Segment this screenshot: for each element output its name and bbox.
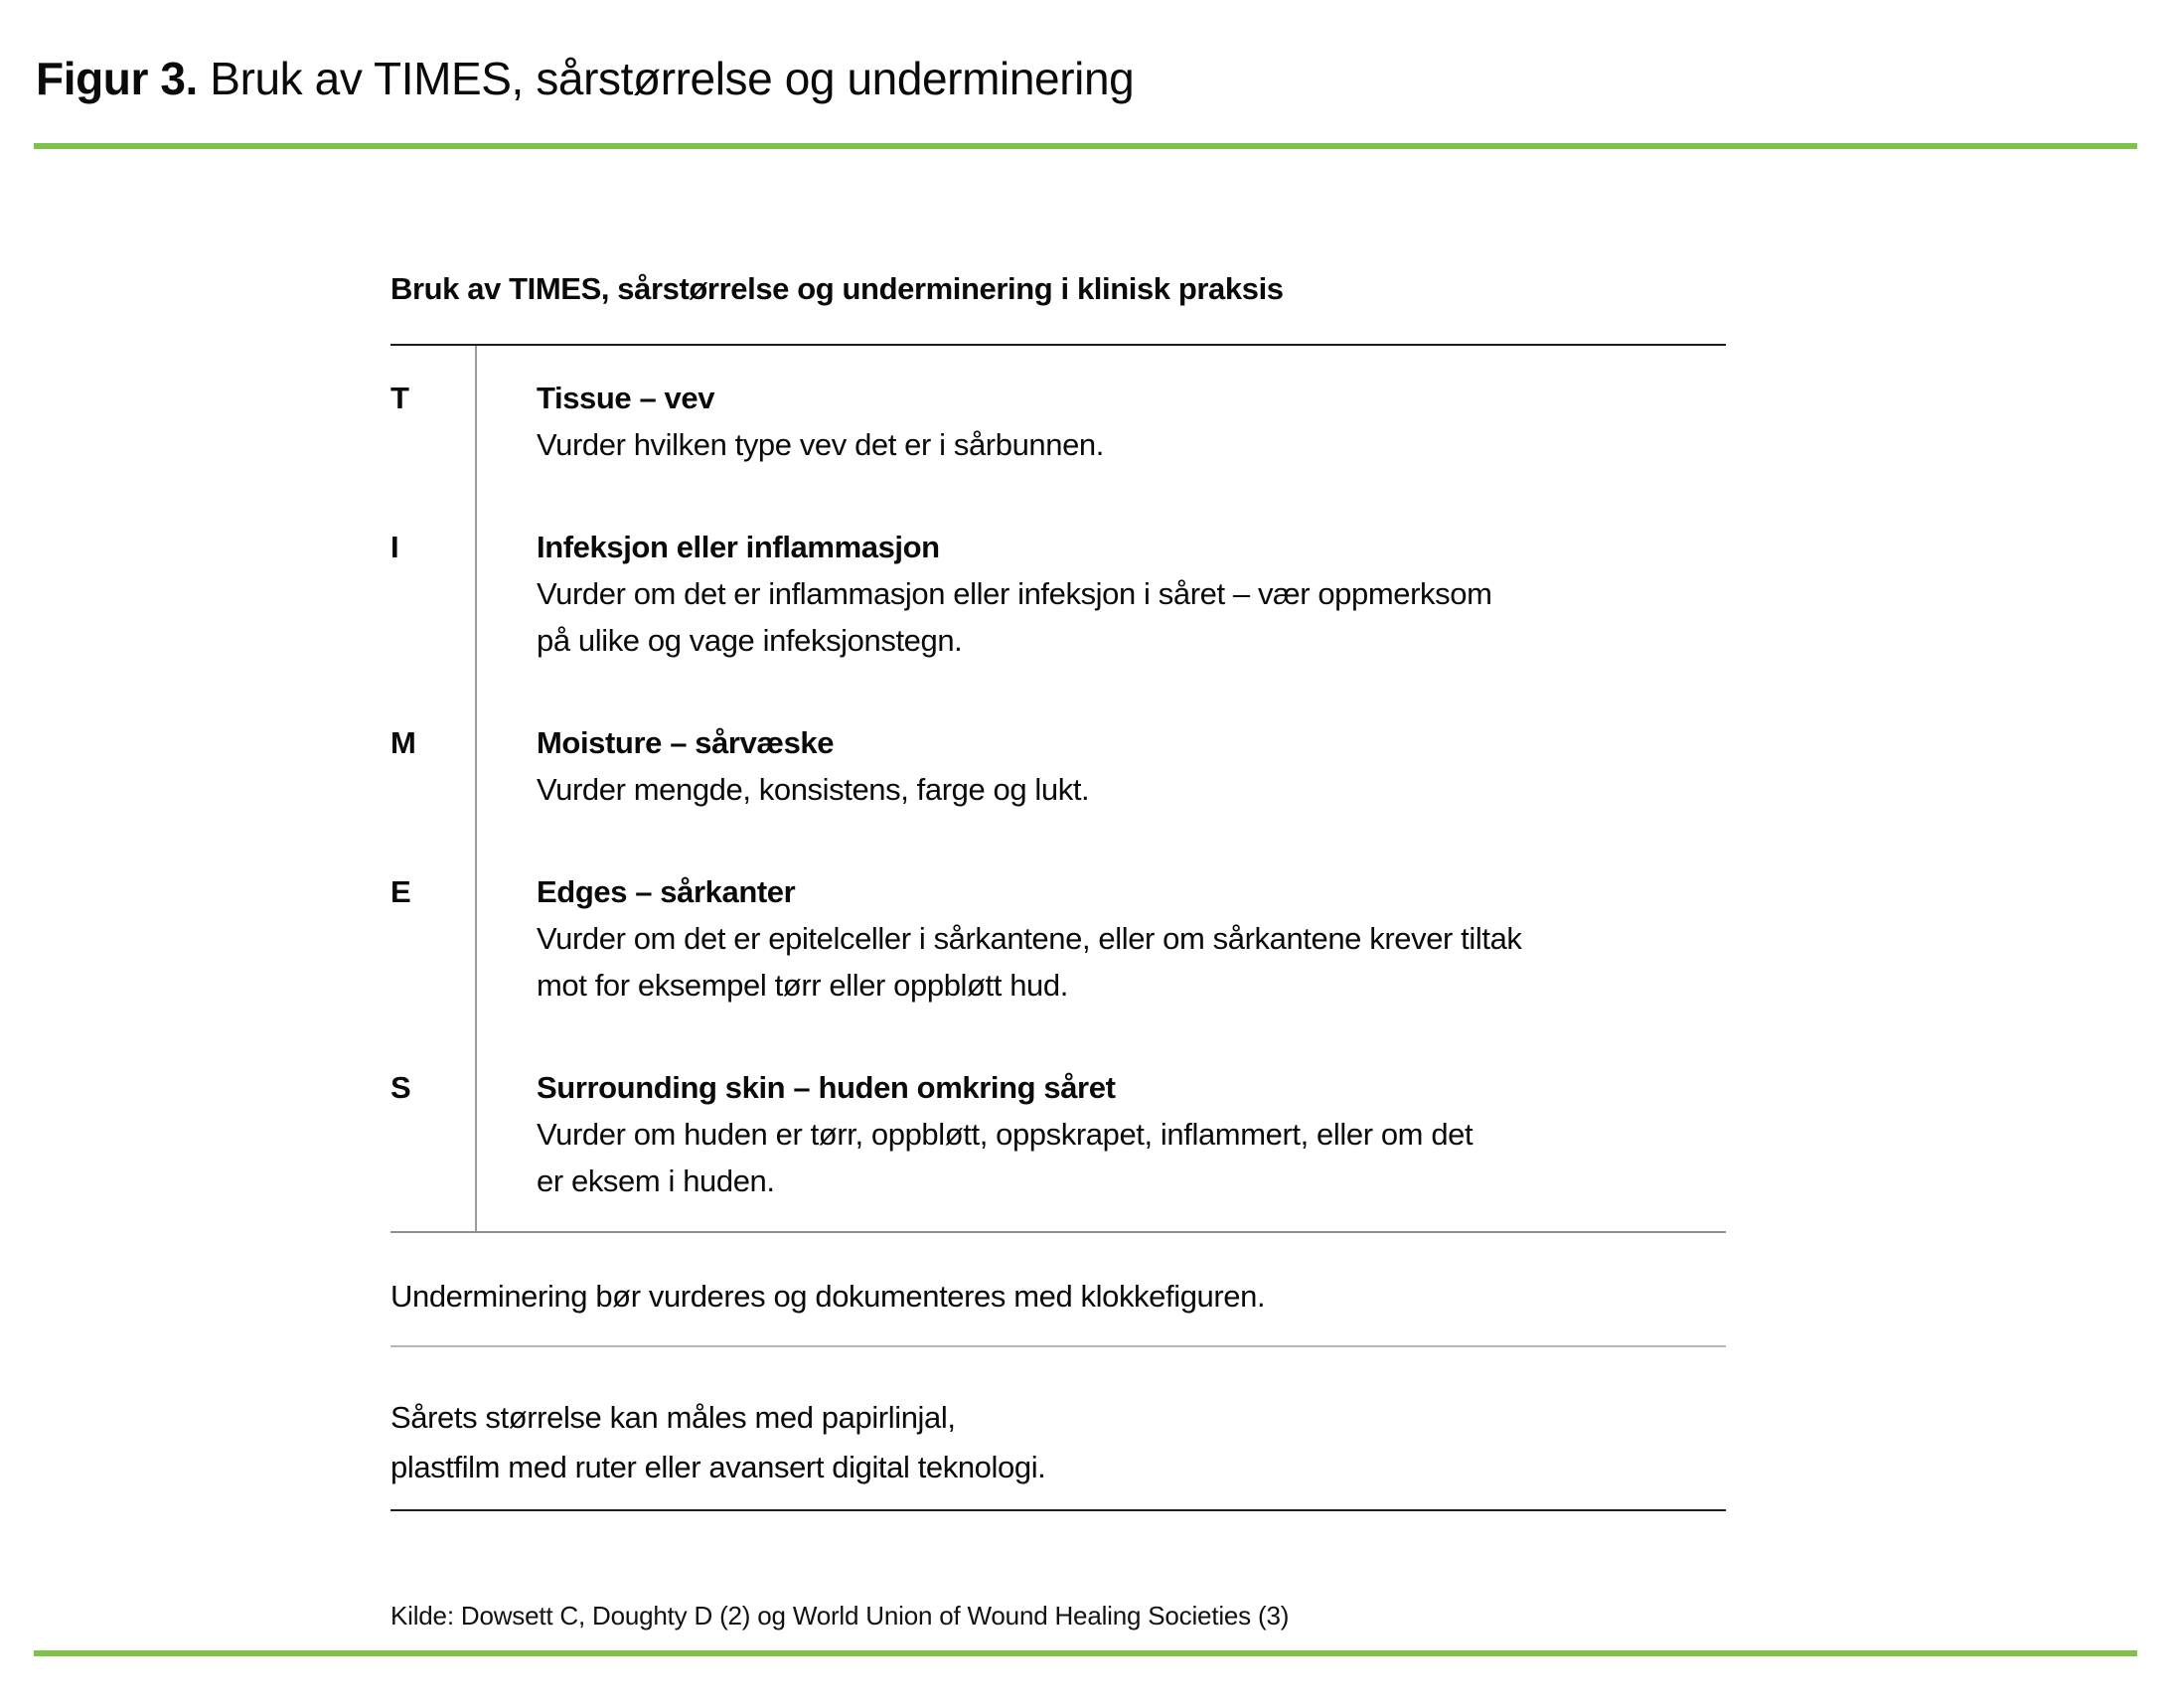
row-letter: I	[390, 530, 399, 564]
row-body-line: er eksem i huden.	[537, 1164, 775, 1198]
row-content: Edges – sårkanter Vurder om det er epite…	[475, 840, 1726, 1035]
source-citation: Kilde: Dowsett C, Doughty D (2) og World…	[390, 1601, 1290, 1630]
row-body-line: Vurder om det er inflammasjon eller infe…	[537, 576, 1492, 611]
table-title: Bruk av TIMES, sårstørrelse og undermine…	[390, 271, 1284, 306]
row-letter: E	[390, 874, 411, 909]
row-letter: S	[390, 1070, 411, 1105]
row-title: Surrounding skin – huden omkring såret	[537, 1070, 1116, 1105]
row-title: Infeksjon eller inflammasjon	[537, 530, 940, 564]
times-table: T Tissue – vev Vurder hvilken type vev d…	[390, 346, 1726, 1231]
figure-content: Bruk av TIMES, sårstørrelse og undermine…	[390, 269, 1726, 1632]
top-accent-rule	[34, 143, 2137, 149]
figure-title-text: Bruk av TIMES, sårstørrelse og undermine…	[197, 53, 1135, 104]
row-letter: T	[390, 381, 409, 415]
row-body-line: mot for eksempel tørr eller oppbløtt hud…	[537, 968, 1068, 1003]
row-title: Moisture – sårvæske	[537, 725, 835, 760]
table-row: T Tissue – vev Vurder hvilken type vev d…	[390, 346, 1726, 495]
divider-rule	[390, 1509, 1726, 1511]
undermining-note: Underminering bør vurderes og dokumenter…	[390, 1279, 1266, 1314]
row-body-line: på ulike og vage infeksjonstegn.	[537, 623, 963, 658]
row-letter: M	[390, 725, 416, 760]
row-content: Moisture – sårvæske Vurder mengde, konsi…	[475, 691, 1726, 840]
row-content: Surrounding skin – huden omkring såret V…	[475, 1035, 1726, 1231]
bottom-accent-rule	[34, 1650, 2137, 1656]
row-body-line: Vurder om huden er tørr, oppbløtt, oppsk…	[537, 1117, 1473, 1152]
table-row: I Infeksjon eller inflammasjon Vurder om…	[390, 495, 1726, 691]
table-row: S Surrounding skin – huden omkring såret…	[390, 1035, 1726, 1231]
divider-rule	[390, 1345, 1726, 1347]
table-top-rule	[390, 344, 1726, 346]
row-content: Tissue – vev Vurder hvilken type vev det…	[475, 346, 1726, 495]
table-bottom-rule	[390, 1231, 1726, 1233]
row-content: Infeksjon eller inflammasjon Vurder om d…	[475, 495, 1726, 691]
wound-size-line: plastfilm med ruter eller avansert digit…	[390, 1450, 1046, 1484]
wound-size-note: Sårets størrelse kan måles med papirlinj…	[390, 1393, 1726, 1492]
row-body-line: Vurder hvilken type vev det er i sårbunn…	[537, 427, 1104, 462]
figure-number: Figur 3.	[36, 53, 198, 104]
wound-size-line: Sårets størrelse kan måles med papirlinj…	[390, 1400, 956, 1435]
row-title: Tissue – vev	[537, 381, 715, 415]
table-row: E Edges – sårkanter Vurder om det er epi…	[390, 840, 1726, 1035]
row-title: Edges – sårkanter	[537, 874, 796, 909]
row-body-line: Vurder om det er epitelceller i sårkante…	[537, 921, 1522, 956]
row-body-line: Vurder mengde, konsistens, farge og lukt…	[537, 772, 1090, 807]
table-row: M Moisture – sårvæske Vurder mengde, kon…	[390, 691, 1726, 840]
figure-title: Figur 3. Bruk av TIMES, sårstørrelse og …	[36, 52, 1135, 106]
